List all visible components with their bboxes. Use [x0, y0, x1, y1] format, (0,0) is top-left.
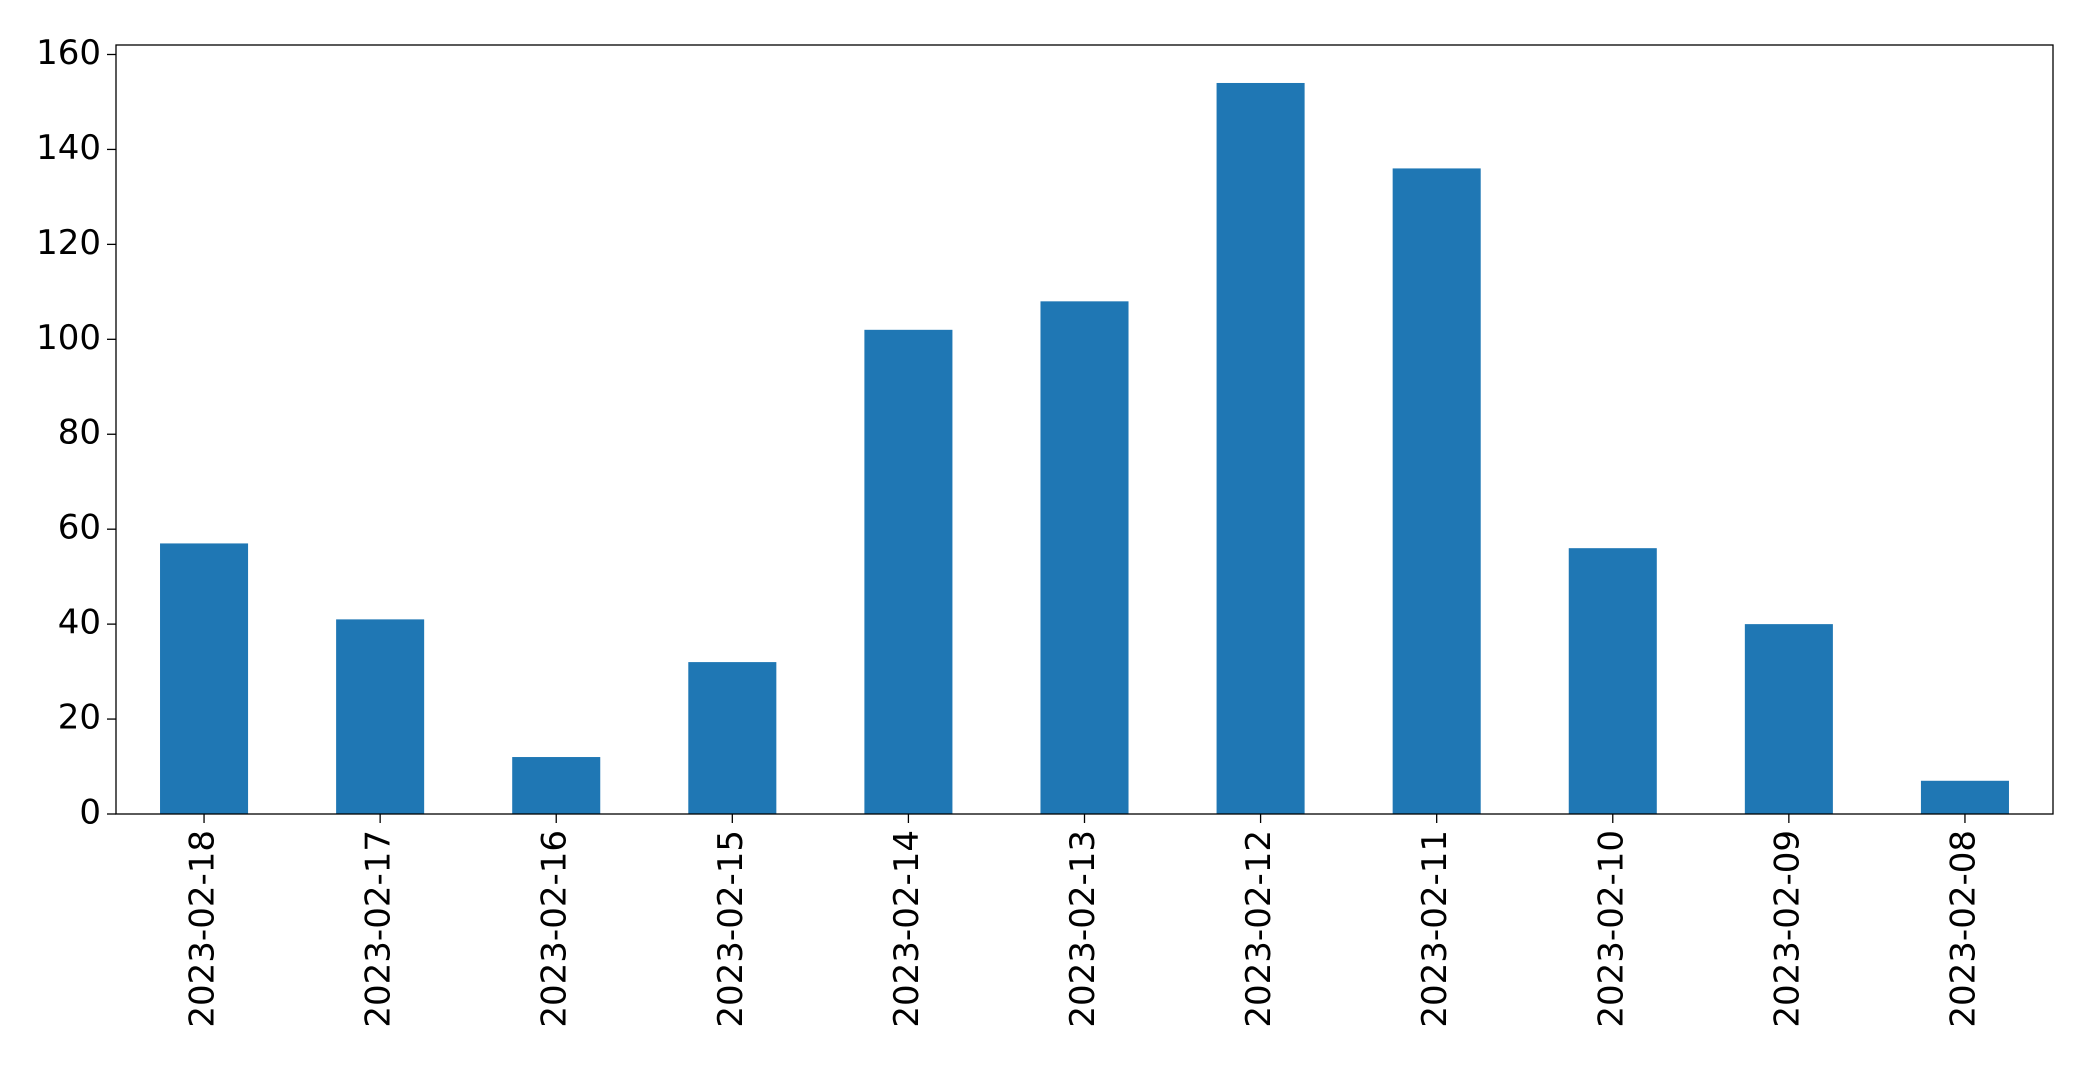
- x-tick-label: 2023-02-16: [535, 830, 575, 1028]
- bar: [1216, 82, 1305, 814]
- x-tick-label: 2023-02-15: [711, 830, 751, 1028]
- y-tick-label: 160: [36, 33, 101, 73]
- y-tick-label: 0: [79, 793, 101, 833]
- bar: [1568, 548, 1657, 814]
- bar: [512, 757, 601, 814]
- x-tick-label: 2023-02-08: [1943, 830, 1983, 1028]
- y-tick-label: 80: [58, 413, 101, 453]
- bar: [160, 543, 249, 814]
- bar: [1920, 780, 2009, 814]
- x-tick-label: 2023-02-10: [1591, 830, 1631, 1028]
- bar: [688, 662, 777, 814]
- bar: [1040, 301, 1129, 814]
- y-tick-label: 100: [36, 318, 101, 358]
- plot-frame: [115, 44, 2054, 815]
- x-tick-label: 2023-02-17: [359, 830, 399, 1028]
- bar: [1744, 624, 1833, 814]
- y-tick-label: 140: [36, 128, 101, 168]
- x-tick-label: 2023-02-14: [887, 830, 927, 1028]
- x-tick-label: 2023-02-11: [1415, 830, 1455, 1028]
- x-tick-label: 2023-02-09: [1767, 830, 1807, 1028]
- y-tick-label: 20: [58, 698, 101, 738]
- y-tick-label: 60: [58, 508, 101, 548]
- y-tick-label: 40: [58, 603, 101, 643]
- bar: [336, 619, 425, 814]
- bar: [1392, 168, 1481, 815]
- bar: [864, 329, 953, 814]
- x-tick-label: 2023-02-18: [183, 830, 223, 1028]
- x-tick-label: 2023-02-12: [1239, 830, 1279, 1028]
- x-tick-label: 2023-02-13: [1063, 830, 1103, 1028]
- y-tick-label: 120: [36, 223, 101, 263]
